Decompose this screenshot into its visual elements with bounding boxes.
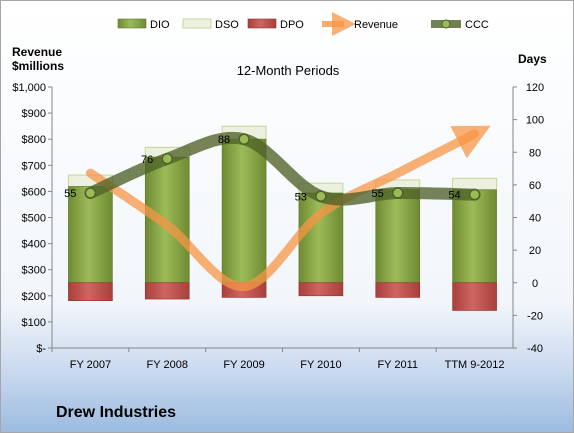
ccc-series: 55 76 88 53 55 54 (64, 131, 481, 206)
ccc-point-fy-2009 (238, 133, 250, 145)
ccc-point-fy-2010 (315, 190, 327, 203)
axes: $- $100 $200 $300 $400 $500 $600 $700 $800 $900 $1… (12, 82, 544, 371)
dpo-bar-fy-2010 (298, 282, 344, 297)
dpo-bar-fy-2008 (144, 282, 190, 300)
ccc-data-label-ttm-9-2012: 54 (448, 190, 460, 202)
ccc-data-label-fy-2007: 55 (64, 188, 76, 200)
revenue-line (85, 125, 491, 292)
left-axis-title-line-2: $millions (12, 59, 64, 73)
right-tick-label: 20 (529, 245, 541, 257)
legend: DIO DSO DPO Revenue CCC (117, 12, 489, 36)
legend-label-dio: DIO (150, 19, 170, 31)
legend-label-dpo: DPO (280, 19, 304, 31)
x-tick-label-fy-2010: FY 2010 (300, 359, 341, 371)
dio-bar-fy-2009 (221, 138, 267, 284)
left-tick-label: $1,000 (12, 82, 46, 94)
left-tick-label: $500 (22, 213, 46, 225)
dpo-bar-fy-2007 (68, 282, 113, 301)
left-axis-title-line-1: Revenue (12, 45, 62, 59)
ccc-point-ttm-9-2012 (468, 188, 481, 201)
dio-bar-ttm-9-2012 (452, 189, 497, 284)
left-tick-label: $900 (22, 108, 46, 120)
dpo-bar-fy-2011 (375, 282, 421, 298)
legend-label-ccc: CCC (465, 19, 489, 31)
x-tick-label-fy-2007: FY 2007 (70, 359, 111, 371)
chart-title: 12-Month Periods (237, 63, 340, 78)
legend-swatch-dso (182, 18, 212, 29)
dio-bar-fy-2007 (68, 186, 113, 284)
left-tick-label: $600 (22, 186, 46, 198)
left-tick-label: $400 (22, 239, 46, 251)
legend-label-revenue: Revenue (354, 19, 398, 31)
left-axis-title: Revenue $millions (12, 45, 64, 73)
x-tick-label-fy-2009: FY 2009 (223, 359, 264, 371)
left-tick-label: $100 (22, 317, 46, 329)
company-name: Drew Industries (56, 404, 177, 421)
left-tick-label: $700 (22, 160, 46, 172)
dpo-bar-ttm-9-2012 (452, 282, 497, 311)
left-tick-label: $800 (22, 134, 46, 146)
x-tick-label-fy-2008: FY 2008 (147, 359, 188, 371)
right-tick-label: 60 (529, 180, 541, 192)
ccc-point-fy-2008 (161, 153, 173, 165)
ccc-point-fy-2007 (84, 187, 97, 199)
legend-marker-ccc (441, 19, 451, 29)
ccc-data-label-fy-2010: 53 (295, 191, 307, 203)
dso-bar-ttm-9-2012 (452, 177, 498, 191)
x-tick-label-fy-2011: FY 2011 (377, 359, 418, 371)
left-tick-label: $200 (22, 291, 46, 303)
right-tick-label: 0 (532, 278, 538, 290)
right-axis-title: Days (518, 52, 547, 66)
dio-bar-fy-2011 (375, 189, 421, 284)
right-tick-label: 120 (526, 82, 544, 94)
left-tick-label: $300 (22, 265, 46, 277)
ccc-data-label-fy-2009: 88 (218, 134, 230, 146)
right-tick-label: 40 (529, 213, 541, 225)
legend-label-dso: DSO (215, 19, 239, 31)
left-tick-label: $- (36, 343, 46, 355)
ccc-point-fy-2011 (392, 187, 404, 199)
right-tick-label: -20 (527, 310, 543, 322)
right-tick-label: 80 (529, 147, 541, 159)
ccc-data-label-fy-2011: 55 (372, 188, 384, 200)
ccc-data-label-fy-2008: 76 (141, 154, 153, 166)
revenue-series (85, 125, 491, 292)
right-tick-label: 100 (526, 115, 544, 127)
x-tick-label-ttm-9-2012: TTM 9-2012 (445, 359, 505, 371)
legend-swatch-dio (117, 18, 147, 29)
legend-swatch-dpo (247, 18, 277, 29)
bars (67, 125, 498, 311)
right-tick-label: -40 (527, 343, 543, 355)
